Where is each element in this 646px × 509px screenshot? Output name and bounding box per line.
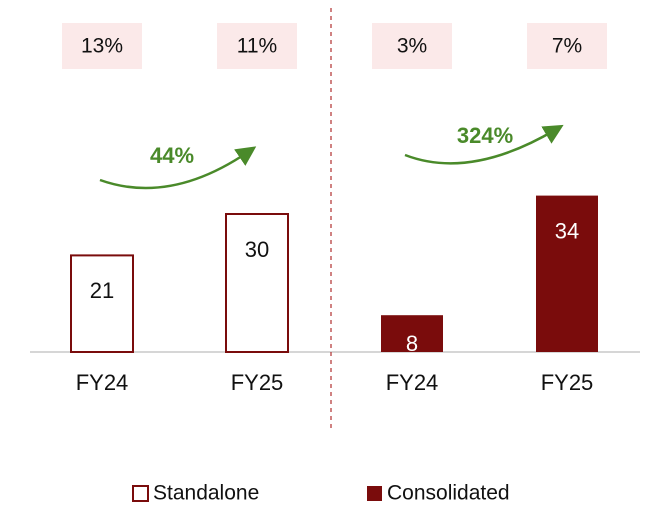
bar [225,213,289,353]
value-label: 34 [555,218,579,243]
margin-box [217,23,297,69]
margin-label: 13% [81,35,123,58]
value-label: 21 [90,278,114,303]
x-tick-label: FY24 [76,370,129,395]
value-label: 30 [245,237,269,262]
margin-box [62,23,142,69]
growth-arrow [404,124,564,165]
legend-label: Standalone [153,482,259,505]
legend-label: Consolidated [387,482,510,505]
bar [536,195,598,352]
x-tick-label: FY25 [231,370,284,395]
margin-box [372,23,452,69]
x-tick-label: FY24 [386,370,439,395]
bar [70,254,134,353]
growth-arrow [99,146,257,190]
margin-label: 3% [397,35,427,58]
margin-label: 11% [237,35,277,58]
legend-swatch [132,485,149,502]
growth-label: 324% [457,123,513,148]
legend-swatch [367,486,382,501]
growth-label: 44% [150,143,194,168]
value-label: 8 [406,331,418,356]
x-tick-label: FY25 [541,370,594,395]
margin-label: 7% [552,35,582,58]
bar [381,315,443,352]
margin-box [527,23,607,69]
